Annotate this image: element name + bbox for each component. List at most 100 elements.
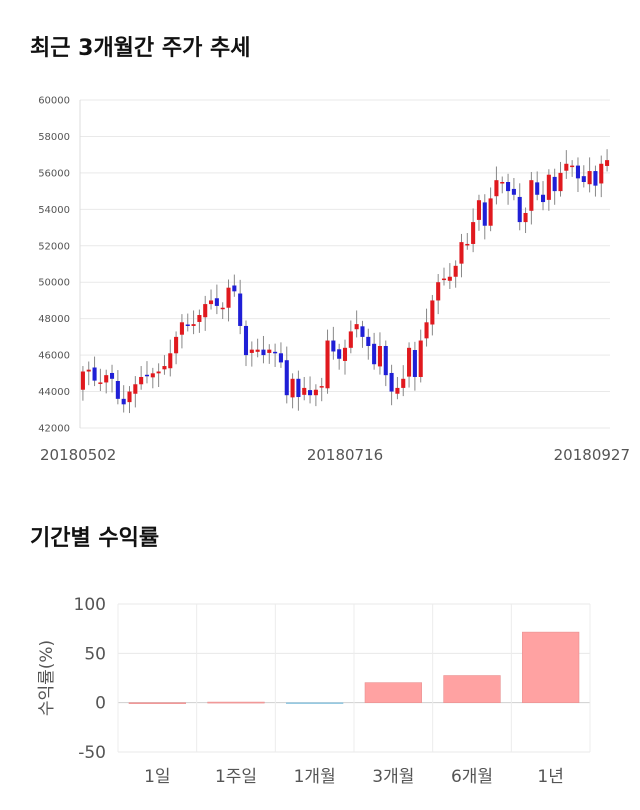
candle-down xyxy=(109,372,115,379)
y-tick-label: 48000 xyxy=(38,314,70,325)
candle-up xyxy=(255,349,260,352)
candle-up xyxy=(529,180,534,211)
candle-down xyxy=(372,343,377,365)
return-bar xyxy=(128,702,186,704)
candle-down xyxy=(575,165,581,179)
candle-down xyxy=(337,349,342,359)
candle-up xyxy=(179,322,184,335)
candle-up xyxy=(209,300,214,305)
return-bar-chart: 100 50 0 -50 1일 1주일 1개월 3개월 6개월 1년 수익률(%) xyxy=(37,595,591,787)
candle-up xyxy=(348,331,353,348)
candle-up xyxy=(354,324,359,330)
candle-up xyxy=(267,349,272,353)
return-bar xyxy=(286,702,344,704)
candle-up xyxy=(447,276,452,281)
candle-down xyxy=(214,298,219,306)
candle-up xyxy=(313,389,318,396)
candle-down xyxy=(412,350,417,377)
candle-up xyxy=(104,375,109,383)
x-date-label: 20180716 xyxy=(307,446,383,464)
candle-up xyxy=(395,387,400,394)
x-category-label: 1일 xyxy=(144,767,170,787)
candle-down xyxy=(284,360,289,396)
x-category-label: 1년 xyxy=(537,767,563,787)
candle-up xyxy=(424,322,429,339)
candle-up xyxy=(325,340,330,389)
candle-up xyxy=(488,198,493,226)
candle-up xyxy=(127,391,132,403)
candle-up xyxy=(174,336,179,354)
y-tick-label: -50 xyxy=(78,743,106,763)
candle-down xyxy=(243,325,249,356)
candle-down xyxy=(232,285,237,292)
candle-up xyxy=(546,174,551,200)
candle-up xyxy=(139,376,144,385)
candle-up xyxy=(162,366,167,370)
candle-up xyxy=(564,163,569,171)
candle-down xyxy=(517,196,522,223)
candle-up xyxy=(476,200,481,220)
y-tick-label: 50000 xyxy=(38,278,70,289)
y-tick-label: 54000 xyxy=(38,205,70,216)
y-tick-label: 46000 xyxy=(38,351,70,362)
y-tick-label: 0 xyxy=(95,694,106,714)
candle-up xyxy=(133,384,138,394)
candle-down xyxy=(506,182,511,192)
candle-up xyxy=(459,242,464,264)
price-trend-title: 최근 3개월간 주가 추세 xyxy=(30,36,251,61)
candle-up xyxy=(523,212,528,223)
period-return-title: 기간별 수익률 xyxy=(30,526,160,551)
candle-down xyxy=(383,346,388,376)
x-category-label: 3개월 xyxy=(372,767,414,787)
y-tick-label: 100 xyxy=(74,595,106,615)
candle-down xyxy=(238,293,243,326)
candle-up xyxy=(226,287,231,308)
candle-up xyxy=(570,165,575,168)
candle-down xyxy=(540,194,546,203)
candle-up xyxy=(290,378,295,398)
y-tick-label: 56000 xyxy=(38,168,70,179)
candle-up xyxy=(436,282,441,301)
candle-up xyxy=(203,304,208,318)
candle-up xyxy=(150,373,155,378)
candle-down xyxy=(92,367,97,381)
candlestick-chart: 60000 58000 56000 54000 52000 50000 48000 46000… xyxy=(38,96,630,465)
candle-down xyxy=(331,340,336,352)
candle-up xyxy=(98,382,103,384)
candle-down xyxy=(121,398,126,405)
candle-up xyxy=(401,378,406,388)
y-tick-label: 60000 xyxy=(38,96,70,107)
candle-up xyxy=(587,171,592,185)
candle-up xyxy=(430,300,435,325)
x-category-label: 1주일 xyxy=(215,767,257,787)
candle-up xyxy=(302,387,307,395)
candle-up xyxy=(342,347,348,361)
x-date-label: 20180502 xyxy=(40,446,116,464)
candle-up xyxy=(500,182,505,184)
candle-up xyxy=(249,349,254,353)
return-bar xyxy=(364,682,422,703)
candle-down xyxy=(535,182,540,195)
candle-down xyxy=(296,378,301,398)
y-tick-label: 52000 xyxy=(38,241,70,252)
candle-up xyxy=(156,371,161,374)
candle-down xyxy=(115,380,120,399)
candle-down xyxy=(273,351,278,354)
y-tick-label: 42000 xyxy=(38,424,70,435)
candle-down xyxy=(308,390,313,396)
candle-down xyxy=(552,176,557,192)
return-bar xyxy=(443,675,501,703)
y-tick-label: 50 xyxy=(84,644,106,664)
candle-down xyxy=(593,171,598,186)
candle-up xyxy=(453,265,458,277)
candle-up xyxy=(220,307,225,310)
x-date-label: 20180927 xyxy=(554,446,630,464)
candle-down xyxy=(366,336,371,346)
candle-up xyxy=(197,315,202,322)
y-tick-label: 44000 xyxy=(38,387,70,398)
candle-up xyxy=(407,347,412,377)
candle-down xyxy=(185,324,190,326)
candle-down xyxy=(261,349,266,356)
candle-down xyxy=(581,176,586,182)
candle-up xyxy=(441,278,447,281)
